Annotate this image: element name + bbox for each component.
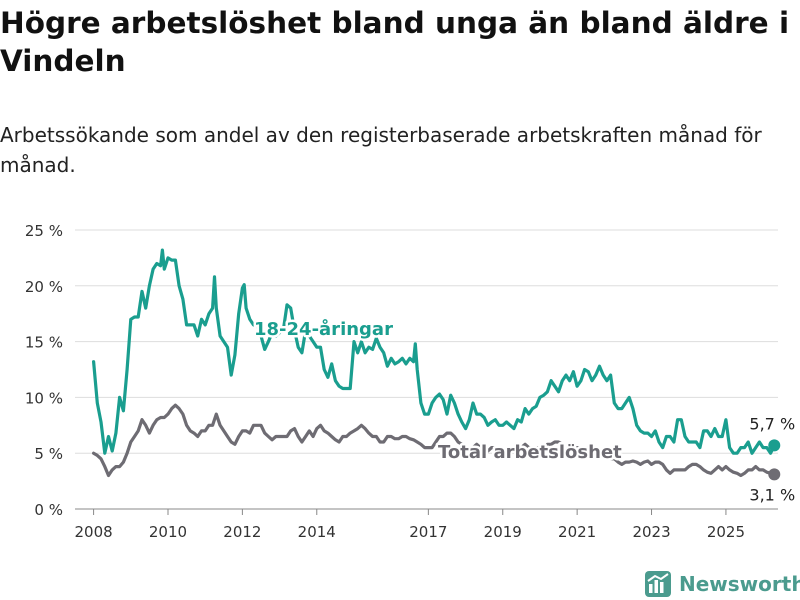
series-line-youth: [92, 248, 776, 455]
series-label-youth-halo: 18-24-åringar: [254, 318, 393, 340]
x-tick-label: 2021: [558, 523, 596, 541]
y-tick-label: 10 %: [25, 389, 63, 407]
x-tick-label: 2023: [632, 523, 670, 541]
y-axis-ticks: 0 % 5 % 10 % 15 % 20 % 25 %: [25, 222, 63, 519]
y-tick-label: 0 %: [34, 501, 63, 519]
x-tick-label: 2025: [707, 523, 745, 541]
series-lines: [92, 248, 781, 481]
brand-logo: Newsworthy: [645, 568, 800, 600]
x-tick-label: 2019: [484, 523, 522, 541]
x-tick-label: 2012: [223, 523, 261, 541]
series-label-youth: 18-24-åringar: [254, 318, 393, 340]
y-tick-label: 15 %: [25, 334, 63, 352]
newsworthy-logo-icon: [645, 571, 671, 597]
end-point-total: [768, 468, 781, 481]
series-label-total: Total arbetslöshet: [438, 442, 622, 463]
x-tick-label: 2017: [409, 523, 447, 541]
chart-title: Högre arbetslöshet bland unga än bland ä…: [0, 6, 790, 78]
x-tick-label: 2008: [75, 523, 113, 541]
x-tick-label: 2014: [298, 523, 336, 541]
grid-lines: [75, 229, 778, 510]
y-tick-label: 25 %: [25, 222, 63, 240]
end-label-total: 3,1 %: [749, 485, 795, 504]
x-tick-label: 2010: [149, 523, 187, 541]
y-tick-label: 5 %: [34, 445, 63, 463]
series-line-total: [92, 403, 776, 478]
end-label-youth: 5,7 %: [749, 414, 795, 433]
chart-subtitle: Arbetssökande som andel av den registerb…: [0, 123, 762, 177]
series-label-total-halo: Total arbetslöshet: [438, 442, 622, 463]
x-axis-ticks: 2008 2010 2012 2014 2017 2019 2021 2023 2025: [75, 509, 745, 541]
end-point-youth: [768, 439, 781, 452]
brand-name: Newsworthy: [679, 572, 800, 596]
y-tick-label: 20 %: [25, 278, 63, 296]
